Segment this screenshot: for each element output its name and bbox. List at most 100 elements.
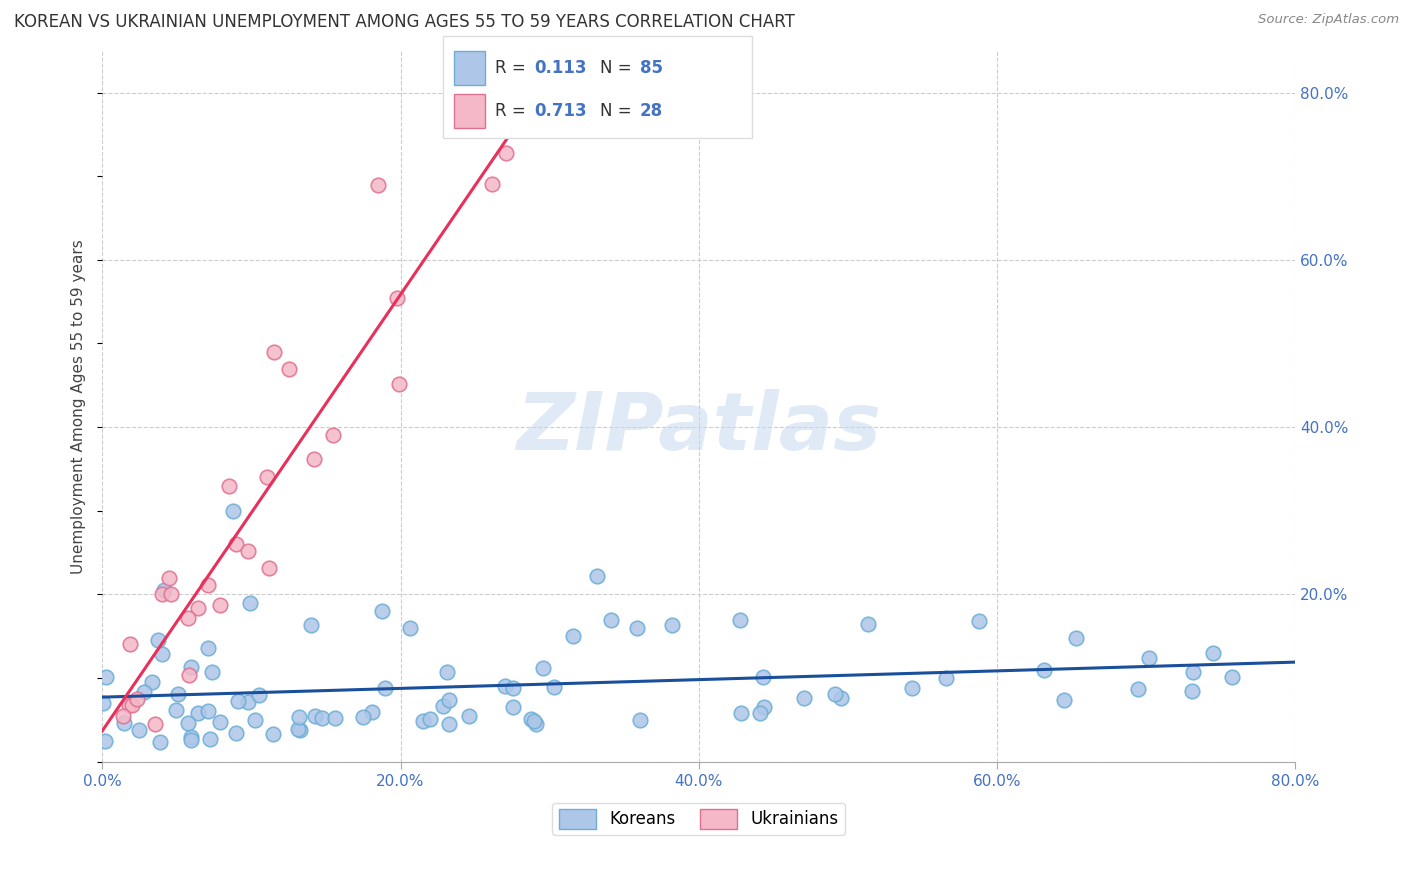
Point bbox=[225, 537, 247, 551]
Point bbox=[752, 700, 775, 714]
Point bbox=[238, 544, 260, 558]
Point bbox=[299, 618, 322, 632]
Point bbox=[1064, 632, 1087, 646]
Point bbox=[150, 587, 173, 601]
Point bbox=[290, 723, 312, 738]
Point bbox=[1220, 670, 1243, 684]
Point bbox=[1182, 665, 1205, 680]
Point bbox=[112, 708, 135, 723]
Point bbox=[304, 451, 326, 466]
Point bbox=[728, 613, 751, 627]
Point bbox=[793, 691, 815, 706]
Point bbox=[432, 699, 454, 714]
Point bbox=[600, 613, 623, 627]
Text: KOREAN VS UKRAINIAN UNEMPLOYMENT AMONG AGES 55 TO 59 YEARS CORRELATION CHART: KOREAN VS UKRAINIAN UNEMPLOYMENT AMONG A… bbox=[14, 13, 794, 31]
Point bbox=[93, 733, 115, 747]
Point bbox=[209, 714, 232, 729]
Point bbox=[502, 681, 524, 695]
Point bbox=[1137, 651, 1160, 665]
Point bbox=[661, 618, 683, 632]
Point bbox=[412, 714, 434, 729]
Point bbox=[177, 611, 200, 625]
Point bbox=[628, 714, 651, 728]
Point bbox=[458, 708, 481, 723]
Point bbox=[399, 621, 422, 635]
Point bbox=[1180, 683, 1202, 698]
Point bbox=[388, 377, 411, 392]
Point bbox=[94, 670, 117, 684]
Point bbox=[225, 726, 247, 740]
Point bbox=[249, 688, 271, 702]
Point bbox=[858, 617, 880, 632]
Point bbox=[179, 668, 201, 682]
Point bbox=[502, 700, 524, 714]
Text: 0.113: 0.113 bbox=[534, 59, 586, 77]
Point bbox=[208, 599, 231, 613]
Point bbox=[287, 723, 309, 737]
Point bbox=[197, 704, 219, 718]
Text: ZIPatlas: ZIPatlas bbox=[516, 389, 882, 467]
Point bbox=[586, 569, 609, 583]
Point bbox=[134, 685, 156, 699]
Point bbox=[304, 708, 326, 723]
Point bbox=[256, 470, 278, 484]
Text: Source: ZipAtlas.com: Source: ZipAtlas.com bbox=[1258, 13, 1399, 27]
Point bbox=[562, 629, 585, 643]
Point bbox=[1033, 663, 1056, 677]
Point bbox=[236, 695, 259, 709]
Point bbox=[419, 712, 441, 726]
Point bbox=[146, 633, 169, 648]
Point bbox=[180, 660, 202, 674]
Point bbox=[322, 428, 344, 442]
Point bbox=[626, 621, 648, 635]
Point bbox=[149, 734, 172, 748]
Text: 0.713: 0.713 bbox=[534, 102, 586, 120]
Point bbox=[180, 730, 202, 744]
Text: N =: N = bbox=[600, 59, 637, 77]
Point bbox=[494, 679, 516, 693]
Point bbox=[141, 675, 163, 690]
Point bbox=[830, 691, 852, 706]
Point bbox=[752, 670, 775, 684]
Point bbox=[263, 344, 285, 359]
Point bbox=[437, 716, 460, 731]
Point bbox=[385, 291, 408, 305]
Point bbox=[121, 698, 143, 713]
Point bbox=[749, 706, 772, 720]
Point bbox=[257, 560, 280, 574]
Point bbox=[523, 714, 546, 728]
Point bbox=[120, 637, 142, 651]
Point bbox=[360, 705, 382, 719]
Point bbox=[323, 711, 346, 725]
Point bbox=[935, 671, 957, 685]
Point bbox=[543, 680, 565, 694]
Point bbox=[222, 504, 245, 518]
Point bbox=[112, 716, 135, 731]
Point bbox=[157, 571, 180, 585]
Point bbox=[128, 723, 150, 737]
Point bbox=[367, 178, 389, 192]
Point bbox=[160, 587, 183, 601]
Point bbox=[311, 711, 333, 725]
Point bbox=[152, 582, 174, 597]
Point bbox=[436, 665, 458, 680]
Point bbox=[1126, 681, 1149, 696]
Point bbox=[1202, 646, 1225, 660]
Point bbox=[287, 710, 309, 724]
Text: 85: 85 bbox=[640, 59, 662, 77]
Point bbox=[197, 640, 219, 655]
Point bbox=[901, 681, 924, 695]
Point bbox=[531, 661, 554, 675]
Point bbox=[201, 665, 224, 679]
Point bbox=[165, 703, 187, 717]
Point bbox=[177, 715, 200, 730]
Point bbox=[262, 727, 284, 741]
Point bbox=[520, 712, 543, 726]
Point bbox=[91, 696, 114, 710]
Point bbox=[127, 692, 149, 706]
Point bbox=[226, 694, 249, 708]
Point bbox=[495, 145, 517, 160]
Point bbox=[824, 687, 846, 701]
Point bbox=[352, 710, 374, 724]
Point bbox=[243, 713, 266, 727]
